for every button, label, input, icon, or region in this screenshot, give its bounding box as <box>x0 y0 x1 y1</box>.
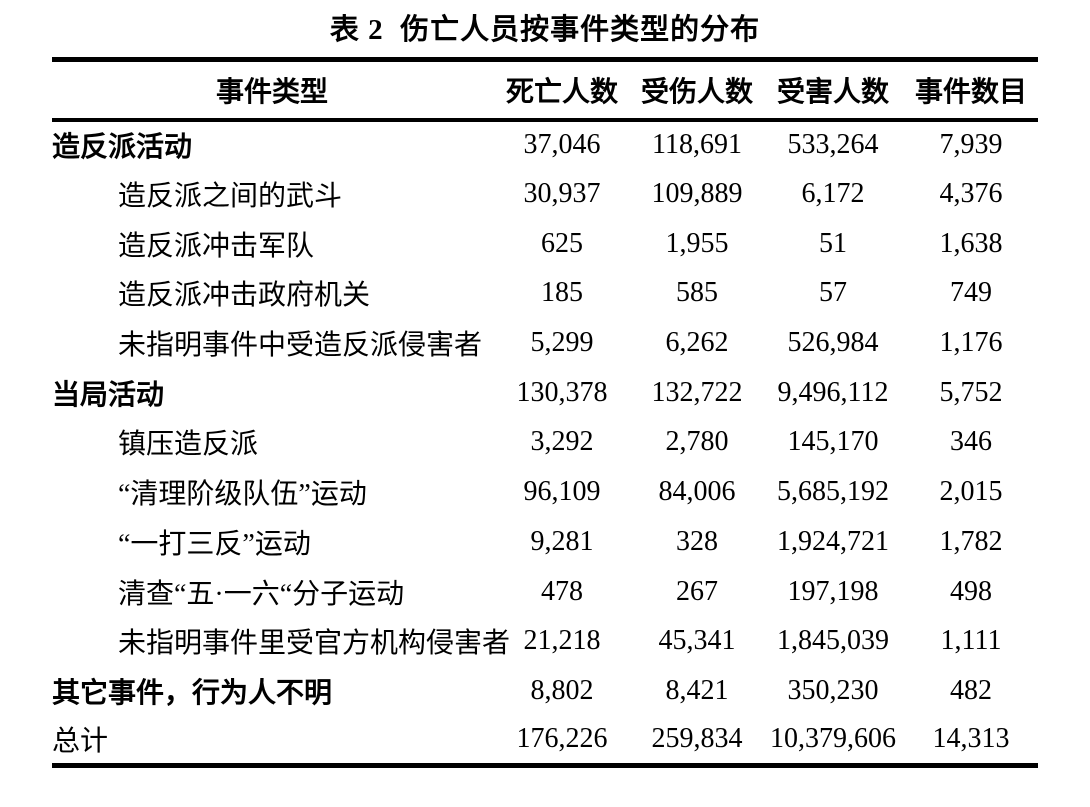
value-cell: 4,376 <box>939 178 1003 210</box>
value-cell: 145,170 <box>787 426 879 458</box>
row-label: 当局活动 <box>52 379 165 411</box>
table-row: “一打三反”运动 9,281 328 1,924,721 1,782 <box>52 517 1038 567</box>
value-cell: 10,379,606 <box>770 723 896 755</box>
column-header-deaths: 死亡人数 <box>505 76 618 108</box>
value-cell: 6,172 <box>801 178 865 210</box>
value-cell: 51 <box>819 227 847 259</box>
row-label: 未指明事件里受官方机构侵害者 <box>118 628 511 660</box>
value-cell: 132,722 <box>651 376 743 408</box>
table-row: 总计 176,226 259,834 10,379,606 14,313 <box>52 716 1038 766</box>
value-cell: 14,313 <box>932 723 1010 755</box>
table-row: 当局活动 130,378 132,722 9,496,112 5,752 <box>52 368 1038 418</box>
row-label: 造反派之间的武斗 <box>118 181 343 213</box>
value-cell: 267 <box>676 575 718 607</box>
value-cell: 9,281 <box>530 525 594 557</box>
value-cell: 57 <box>819 277 847 309</box>
value-cell: 2,780 <box>665 426 729 458</box>
row-label: 清查“五·一六“分子运动 <box>118 578 405 610</box>
row-label: 镇压造反派 <box>118 429 259 461</box>
value-cell: 185 <box>541 277 583 309</box>
value-cell: 1,955 <box>665 227 729 259</box>
table-row: 造反派冲击政府机关 185 585 57 749 <box>52 269 1038 319</box>
value-cell: 625 <box>541 227 583 259</box>
column-header-event-type: 事件类型 <box>215 76 328 108</box>
table-row: 造反派之间的武斗 30,937 109,889 6,172 4,376 <box>52 169 1038 219</box>
value-cell: 1,111 <box>940 625 1002 657</box>
row-label: “清理阶级队伍”运动 <box>118 479 367 511</box>
row-label: 造反派冲击政府机关 <box>118 280 371 312</box>
row-label: 造反派冲击军队 <box>118 230 315 262</box>
value-cell: 478 <box>541 575 583 607</box>
value-cell: 749 <box>950 277 992 309</box>
value-cell: 9,496,112 <box>777 376 889 408</box>
table-row: 造反派活动 37,046 118,691 533,264 7,939 <box>52 120 1038 170</box>
casualty-table-container: 表 2 伤亡人员按事件类型的分布 事件类型 死亡人数 受伤人数 受害人数 事件数… <box>52 0 1038 768</box>
value-cell: 2,015 <box>939 476 1003 508</box>
value-cell: 1,638 <box>939 227 1003 259</box>
table-header: 事件类型 死亡人数 受伤人数 受害人数 事件数目 <box>52 60 1038 120</box>
row-label: 其它事件，行为人不明 <box>52 677 333 709</box>
value-cell: 30,937 <box>523 178 601 210</box>
value-cell: 130,378 <box>516 376 608 408</box>
value-cell: 498 <box>950 575 992 607</box>
value-cell: 7,939 <box>939 129 1003 161</box>
value-cell: 21,218 <box>523 625 601 657</box>
column-header-event-count: 事件数目 <box>914 76 1027 108</box>
table-row: 镇压造反派 3,292 2,780 145,170 346 <box>52 418 1038 468</box>
table-row: 未指明事件里受官方机构侵害者 21,218 45,341 1,845,039 1,111 <box>52 616 1038 666</box>
table-row: 清查“五·一六“分子运动 478 267 197,198 498 <box>52 567 1038 617</box>
value-cell: 84,006 <box>658 476 736 508</box>
table-row: 造反派冲击军队 625 1,955 51 1,638 <box>52 219 1038 269</box>
value-cell: 482 <box>950 674 992 706</box>
value-cell: 96,109 <box>523 476 601 508</box>
row-label: “一打三反”运动 <box>118 528 311 560</box>
table-row: 其它事件，行为人不明 8,802 8,421 350,230 482 <box>52 666 1038 716</box>
value-cell: 5,299 <box>530 327 594 359</box>
value-cell: 45,341 <box>658 625 736 657</box>
column-header-injured: 受伤人数 <box>640 76 753 108</box>
value-cell: 1,782 <box>939 525 1003 557</box>
value-cell: 533,264 <box>787 129 879 161</box>
value-cell: 8,421 <box>665 674 729 706</box>
table-title: 表 2 伤亡人员按事件类型的分布 <box>329 14 761 46</box>
header-row: 事件类型 死亡人数 受伤人数 受害人数 事件数目 <box>52 60 1038 120</box>
value-cell: 328 <box>676 525 718 557</box>
value-cell: 350,230 <box>787 674 879 706</box>
value-cell: 259,834 <box>651 723 743 755</box>
table-body: 造反派活动 37,046 118,691 533,264 7,939 造反派之间的武斗 30… <box>52 120 1038 766</box>
table-row: 未指明事件中受造反派侵害者 5,299 6,262 526,984 1,176 <box>52 318 1038 368</box>
row-label: 总计 <box>52 726 109 758</box>
value-cell: 1,924,721 <box>777 525 889 557</box>
value-cell: 8,802 <box>530 674 594 706</box>
value-cell: 585 <box>676 277 718 309</box>
value-cell: 5,685,192 <box>777 476 889 508</box>
value-cell: 1,176 <box>939 327 1003 359</box>
value-cell: 109,889 <box>651 178 743 210</box>
row-label: 未指明事件中受造反派侵害者 <box>118 330 483 362</box>
value-cell: 346 <box>950 426 992 458</box>
value-cell: 118,691 <box>652 129 742 161</box>
value-cell: 3,292 <box>530 426 594 458</box>
value-cell: 5,752 <box>939 376 1003 408</box>
table-row: “清理阶级队伍”运动 96,109 84,006 5,685,192 2,015 <box>52 467 1038 517</box>
value-cell: 6,262 <box>665 327 729 359</box>
column-header-victims: 受害人数 <box>776 76 889 108</box>
value-cell: 37,046 <box>523 129 601 161</box>
row-label: 造反派活动 <box>52 132 193 164</box>
value-cell: 1,845,039 <box>777 625 889 657</box>
casualty-distribution-table: 事件类型 死亡人数 受伤人数 受害人数 事件数目 造反派活动 37,046 118,… <box>52 57 1038 768</box>
value-cell: 526,984 <box>787 327 879 359</box>
value-cell: 176,226 <box>516 723 608 755</box>
value-cell: 197,198 <box>787 575 879 607</box>
